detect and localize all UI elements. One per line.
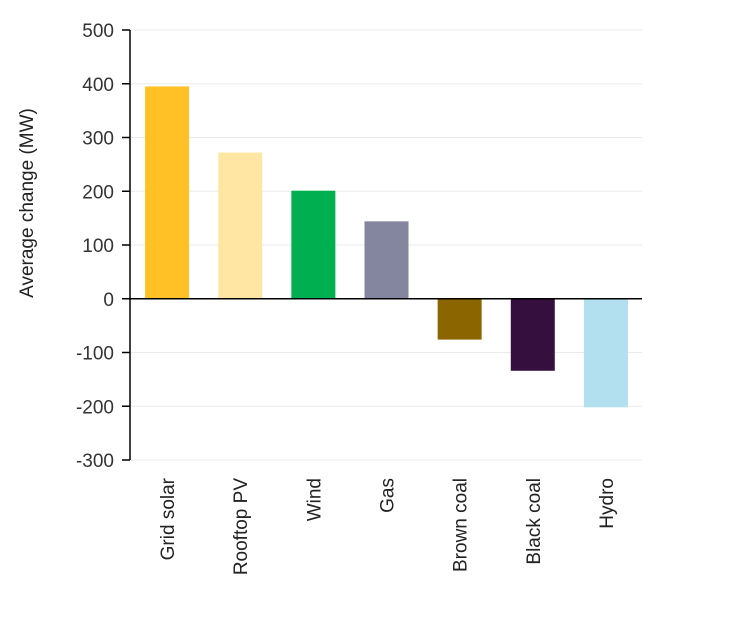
bar-wind: [291, 190, 336, 299]
x-category-labels: Grid solar Rooftop PV Wind Gas Brown coal Bla…: [158, 477, 618, 575]
y-tick-label: -100: [76, 344, 114, 365]
x-category-label: Wind: [304, 478, 325, 521]
y-tick-label: 400: [82, 75, 114, 96]
y-tick-label: -300: [76, 451, 114, 472]
y-axis-title: Average change (MW): [17, 108, 38, 298]
bar-gas: [364, 221, 409, 299]
y-tick-label: 100: [82, 236, 114, 257]
y-tick-label: 500: [82, 21, 114, 42]
x-category-label: Black coal: [524, 478, 545, 565]
bar-black-coal: [510, 298, 555, 371]
y-tick-label: 0: [103, 290, 114, 311]
x-category-label: Hydro: [597, 478, 618, 529]
y-tick-label: 200: [82, 182, 114, 203]
gridlines: [130, 29, 642, 461]
y-tick-label: 300: [82, 129, 114, 150]
x-category-label: Gas: [378, 478, 399, 513]
bar-hydro: [583, 298, 628, 408]
bars: [145, 86, 628, 408]
axes: [122, 29, 642, 461]
y-tick-label: -200: [76, 397, 114, 418]
bar-grid-solar: [145, 86, 190, 299]
bar-rooftop-pv: [218, 152, 263, 299]
x-category-label: Brown coal: [451, 478, 472, 572]
bar-brown-coal: [437, 298, 482, 340]
y-tick-labels: -300 -200 -100 0 100 200 300 400 500: [76, 21, 114, 472]
x-category-label: Grid solar: [158, 477, 179, 560]
x-category-label: Rooftop PV: [231, 478, 252, 575]
